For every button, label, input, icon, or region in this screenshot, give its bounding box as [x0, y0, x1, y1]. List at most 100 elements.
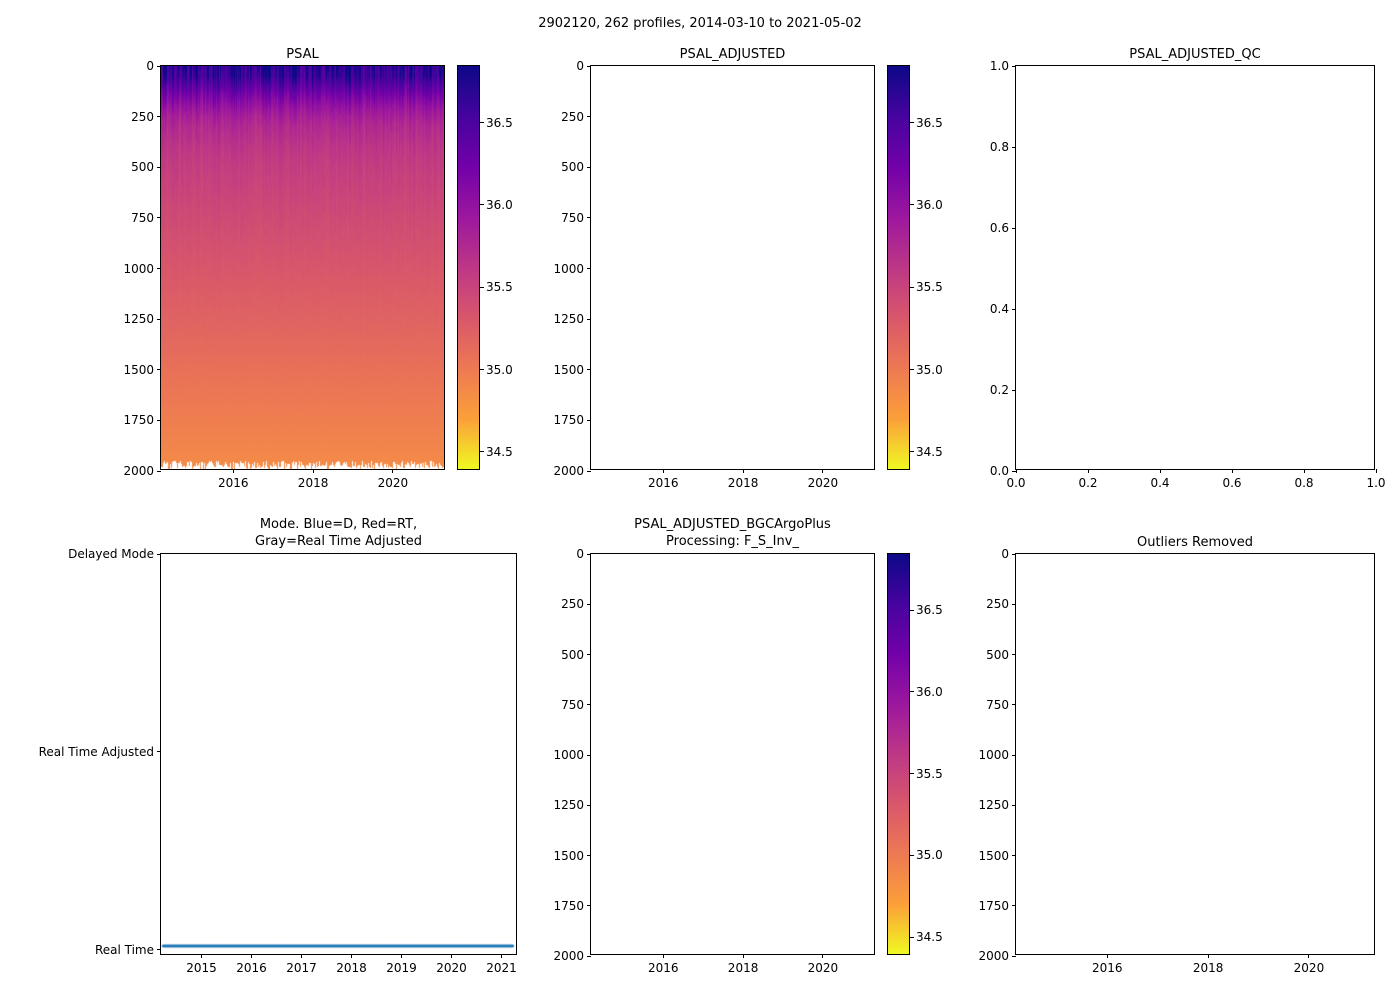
mode-scatter-canvas — [161, 554, 516, 954]
y-tick-label: 750 — [561, 697, 584, 712]
y-tick — [1012, 308, 1016, 310]
colorbar-tick-label: 34.5 — [916, 444, 943, 459]
colorbar — [887, 553, 910, 955]
colorbar-tick — [480, 451, 484, 453]
y-tick-label: 1000 — [123, 261, 154, 276]
colorbar-tick-label: 35.0 — [486, 362, 513, 377]
y-tick — [1012, 654, 1016, 655]
y-tick-label: 500 — [131, 160, 154, 175]
y-tick-label: 1500 — [553, 848, 584, 863]
x-tick-label: 2020 — [807, 476, 839, 490]
colorbar-tick-label: 36.0 — [916, 684, 943, 699]
x-tick — [662, 954, 664, 958]
y-tick-label: 0.0 — [989, 464, 1009, 478]
colorbar-tick — [910, 204, 914, 206]
x-tick — [662, 469, 664, 473]
x-tick-label: 2016 — [647, 476, 679, 490]
colorbar-tick — [480, 122, 484, 124]
y-tick — [157, 65, 161, 67]
y-tick-label: 750 — [561, 210, 584, 225]
x-tick — [301, 954, 302, 958]
colorbar-tick-label: 35.5 — [916, 766, 943, 781]
x-tick — [742, 954, 744, 958]
y-tick — [1012, 905, 1016, 907]
x-tick-label: 2016 — [217, 476, 249, 490]
y-tick — [587, 603, 591, 605]
y-tick-label: 1250 — [553, 312, 584, 327]
psal-heatmap-canvas — [161, 66, 444, 469]
colorbar-tick-label: 36.5 — [916, 603, 943, 618]
y-tick-label: 1500 — [553, 362, 584, 377]
y-tick — [157, 751, 161, 753]
y-tick — [1012, 389, 1016, 391]
y-tick-label: 0 — [1001, 547, 1009, 561]
y-tick-label: 0 — [576, 59, 584, 73]
x-tick — [392, 469, 394, 473]
y-tick — [587, 268, 591, 269]
y-tick-label: 750 — [986, 697, 1009, 712]
colorbar-tick — [910, 936, 914, 938]
y-tick — [587, 754, 591, 756]
colorbar-tick — [480, 204, 484, 206]
x-tick — [312, 469, 314, 473]
y-tick-label: 500 — [561, 160, 584, 175]
x-tick-label: 2018 — [297, 476, 329, 490]
colorbar-tick — [910, 451, 914, 453]
y-tick — [587, 553, 591, 555]
x-tick — [401, 954, 402, 958]
colorbar-tick — [910, 369, 914, 371]
y-tick — [587, 955, 591, 957]
y-tick-label: 1000 — [553, 748, 584, 762]
colorbar-tick-label: 34.5 — [916, 930, 943, 945]
y-tick — [1012, 553, 1016, 555]
y-tick-label: 1000 — [978, 748, 1009, 762]
x-tick — [1087, 469, 1089, 473]
y-tick-label: 1750 — [553, 898, 584, 913]
colorbar-tick — [910, 854, 914, 856]
y-tick-label: 0.2 — [989, 383, 1009, 397]
y-tick — [157, 553, 161, 555]
x-tick-label: 2018 — [727, 961, 759, 975]
y-tick — [587, 369, 591, 371]
y-tick-label: 1750 — [123, 413, 154, 428]
y-tick — [587, 116, 591, 118]
y-tick-label: 2000 — [123, 464, 154, 478]
colorbar-tick — [910, 691, 914, 693]
x-tick-label: 1.0 — [1366, 476, 1386, 490]
colorbar-tick — [910, 609, 914, 611]
y-tick — [157, 166, 161, 168]
x-tick-label: 2019 — [386, 961, 417, 975]
colorbar-tick-label: 36.5 — [916, 115, 943, 130]
y-tick — [587, 905, 591, 907]
colorbar-tick-label: 35.5 — [486, 280, 513, 295]
colorbar-tick — [480, 286, 484, 288]
y-tick — [157, 949, 161, 951]
y-tick — [1012, 754, 1016, 756]
y-tick-label: 750 — [131, 210, 154, 225]
y-tick — [1012, 704, 1016, 706]
y-tick — [1012, 65, 1016, 67]
colorbar-tick-label: 36.0 — [486, 197, 513, 212]
axes-title: Outliers Removed — [1136, 535, 1254, 550]
y-tick — [1012, 804, 1016, 806]
axes-title: Mode. Blue=D, Red=RT, Gray=Real Time Adj… — [255, 517, 422, 549]
y-tick — [1012, 227, 1016, 229]
x-tick — [232, 469, 234, 473]
subplot-psal-adjusted: PSAL_ADJUSTED 2016 2018 2020 0 250 500 750 1000 1… — [553, 47, 942, 490]
x-tick-label: 0.2 — [1078, 476, 1098, 490]
y-tick-label: 1500 — [123, 362, 154, 377]
y-tick-label: 0.6 — [989, 221, 1009, 235]
y-tick-label: 250 — [561, 109, 584, 124]
x-tick-label: 2015 — [186, 961, 217, 975]
x-tick-label: 2016 — [236, 961, 267, 975]
y-tick — [587, 166, 591, 168]
colorbar-tick — [910, 122, 914, 124]
colorbar-tick-label: 35.0 — [916, 362, 943, 377]
x-tick-label: 2018 — [336, 961, 367, 975]
y-tick-label: 250 — [986, 597, 1009, 612]
y-tick — [587, 855, 591, 856]
x-tick — [1159, 469, 1161, 473]
x-tick — [351, 954, 352, 958]
colorbar-tick — [910, 773, 914, 775]
